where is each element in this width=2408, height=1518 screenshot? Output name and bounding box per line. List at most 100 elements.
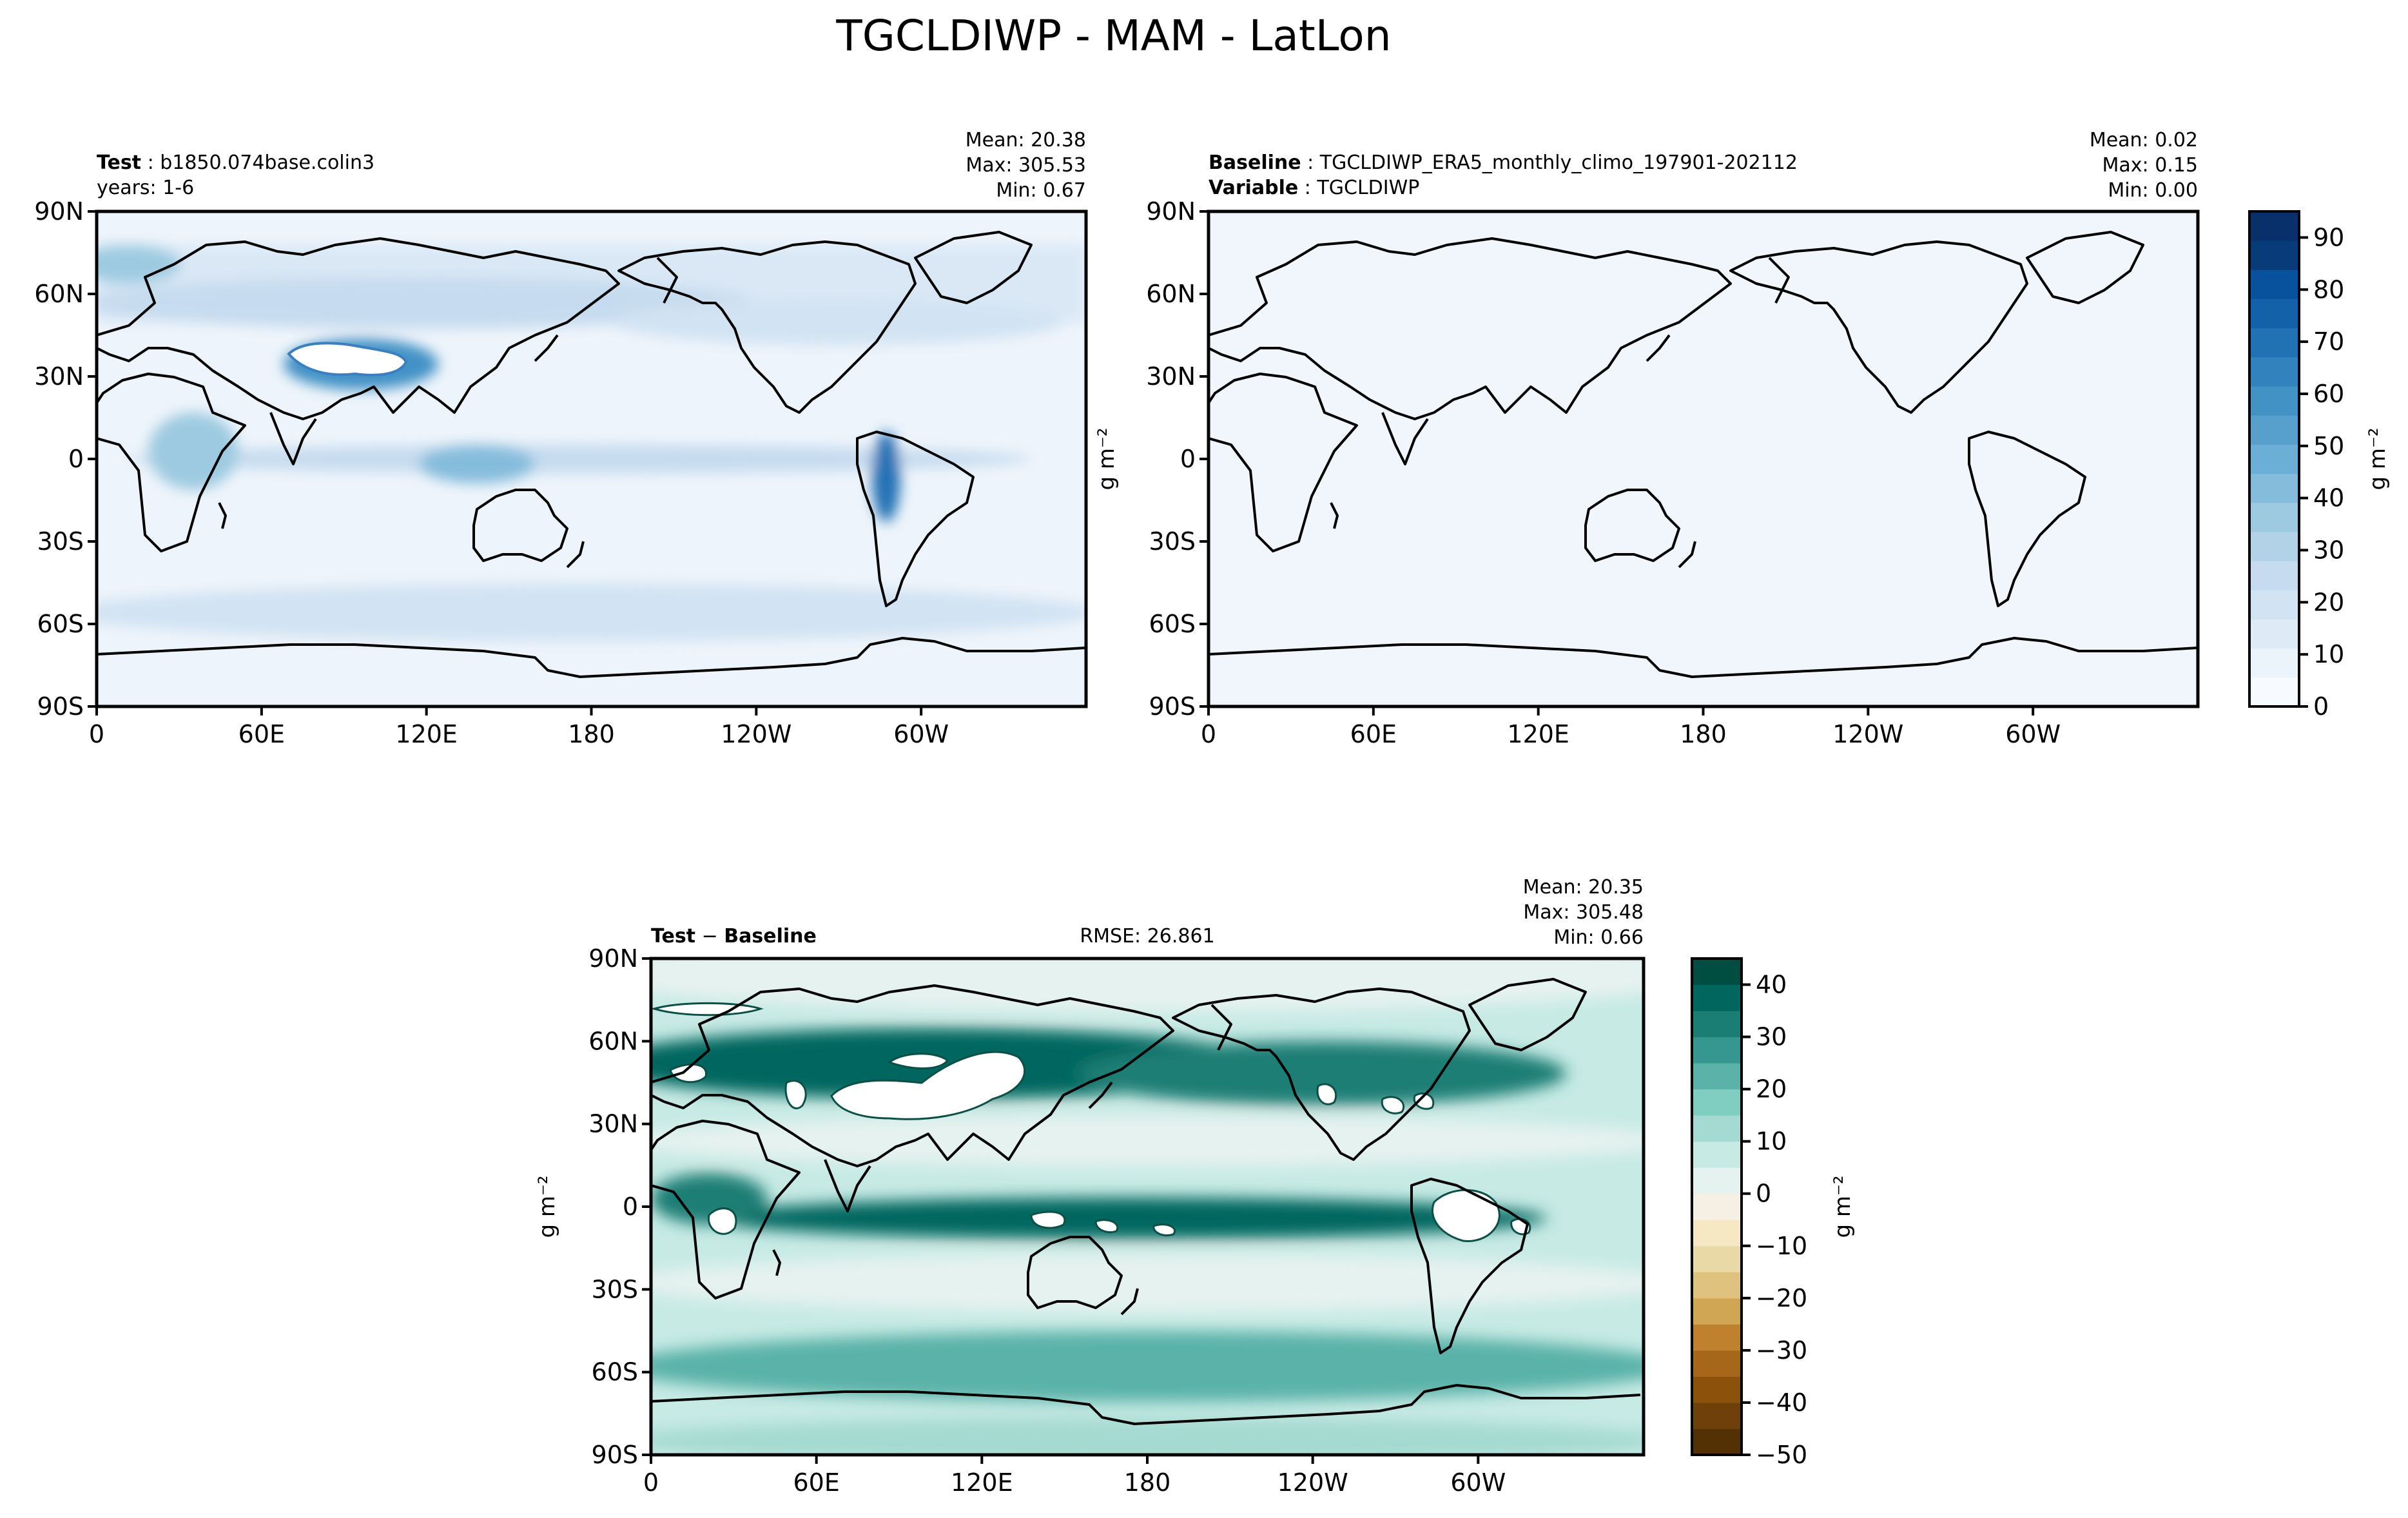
colorbar-brbg-tick-label: −50 — [1756, 1441, 1807, 1469]
diff-missing-regions — [651, 1002, 1531, 1242]
y-tick-label: 0 — [68, 445, 84, 473]
colorbar-brbg-tick-label: −40 — [1756, 1388, 1807, 1417]
coast-indian-subcontinent — [269, 412, 317, 465]
colorbar-blues-band — [2249, 531, 2299, 561]
x-tick-label: 0 — [1201, 720, 1216, 748]
diff-missing-pacific-2 — [1152, 1223, 1176, 1236]
baseline-header-line2: Variable : TGCLDIWP — [1209, 177, 1419, 199]
diff-stat-mean: Mean: 20.35 — [1523, 876, 1644, 899]
diff-antarctic — [651, 1418, 1644, 1455]
coast-south-america — [1410, 1178, 1529, 1354]
coast-greenland — [2026, 231, 2144, 304]
baseline-axis-ticks: 0 60E 120E 180 120W 60W 90N 60N 30N 0 30S 60S 90S — [1146, 197, 2061, 748]
colorbar-brbg-band — [1692, 1115, 1742, 1142]
diff-missing-tibet — [830, 1051, 1025, 1120]
coast-alaska — [1210, 1004, 1232, 1051]
test-stat-mean: Mean: 20.38 — [966, 129, 1086, 151]
colorbar-blues-label: g m⁻² — [2365, 427, 2391, 490]
colorbar-brbg-tick-label: 0 — [1756, 1180, 1771, 1208]
diff-ylabel: g m⁻² — [534, 1175, 560, 1238]
colorbar-brbg-band — [1692, 1350, 1742, 1377]
baseline-ylabel: g m⁻² — [1094, 427, 1120, 490]
coast-eurasia — [97, 237, 620, 420]
coast-madagascar — [772, 1249, 781, 1276]
y-tick-label: 0 — [1180, 445, 1196, 473]
test-africa-high — [148, 413, 238, 490]
colorbar-blues-band — [2249, 444, 2299, 474]
coast-greenland — [914, 231, 1033, 304]
y-tick-label: 0 — [623, 1192, 638, 1221]
coast-alaska — [1768, 257, 1790, 304]
colorbar-blues-tick-label: 30 — [2313, 536, 2344, 564]
x-tick-label: 120E — [1507, 720, 1569, 748]
x-tick-label: 60W — [1450, 1468, 1506, 1497]
x-tick-label: 180 — [1124, 1468, 1171, 1497]
x-tick-label: 120E — [951, 1468, 1013, 1497]
diff-missing-east-africa — [708, 1207, 737, 1235]
coast-indian-subcontinent — [824, 1159, 871, 1212]
coast-new-zealand — [1120, 1288, 1139, 1316]
test-label-value: b1850.074base.colin3 — [160, 151, 374, 174]
diff-coastlines — [651, 978, 1641, 1425]
diff-missing-rockies-1 — [1316, 1083, 1337, 1105]
colorbar-blues-tick-label: 50 — [2313, 432, 2344, 460]
diff-sh-subtropics — [651, 1254, 1644, 1312]
y-tick-label: 90S — [1149, 692, 1196, 721]
coast-australia — [1027, 1236, 1123, 1309]
colorbar-blues: 0 10 20 30 40 50 60 70 80 90 g m⁻² — [2248, 210, 2391, 721]
diff-label-test: Test — [651, 925, 695, 948]
colorbar-brbg-band — [1692, 1220, 1742, 1247]
coast-africa-europe — [97, 373, 246, 552]
y-tick-label: 30N — [1146, 362, 1196, 391]
diff-field — [651, 958, 1644, 1455]
test-north-atlantic-high — [97, 245, 180, 284]
coast-north-america — [617, 240, 917, 414]
coast-eurasia — [1209, 237, 1732, 420]
colorbar-brbg-band — [1692, 958, 1742, 986]
colorbar-blues-tick-label: 0 — [2313, 692, 2329, 721]
colorbar-brbg-band — [1692, 1272, 1742, 1299]
colorbar-brbg-band — [1692, 1324, 1742, 1351]
coast-south-america — [1968, 431, 2086, 607]
baseline-stat-max: Max: 0.15 — [2102, 154, 2198, 177]
test-band-sh-storm — [97, 583, 1086, 641]
colorbar-blues-band — [2249, 356, 2299, 387]
diff-missing-anatolia — [669, 1063, 707, 1084]
y-tick-label: 60S — [592, 1358, 638, 1387]
coast-antarctica — [1209, 637, 2198, 678]
colorbar-brbg-tick-label: 40 — [1756, 971, 1787, 999]
colorbar-blues-band — [2249, 327, 2299, 358]
diff-map-plot — [651, 958, 1644, 1455]
colorbar-blues-tick-label: 90 — [2313, 223, 2344, 251]
panel-baseline: Mean: 0.02 Max: 0.15 Min: 0.00 Baseline … — [1094, 129, 2200, 748]
colorbar-brbg-band — [1692, 1167, 1742, 1194]
variable-label-bold: Variable — [1209, 177, 1298, 199]
baseline-stat-min: Min: 0.00 — [2108, 179, 2198, 202]
x-tick-label: 120W — [1832, 720, 1903, 748]
test-band-nh-storm — [97, 277, 754, 329]
baseline-label-bold: Baseline — [1209, 151, 1301, 174]
colorbar-blues-ticks: 0 10 20 30 40 50 60 70 80 90 — [2299, 223, 2344, 721]
coast-greenland — [1468, 978, 1587, 1051]
panel-test: Mean: 20.38 Max: 305.53 Min: 0.67 Test :… — [34, 129, 1088, 748]
coast-madagascar — [218, 502, 227, 529]
x-tick-label: 60W — [893, 720, 949, 748]
diff-missing-rockies-2 — [1381, 1096, 1405, 1114]
colorbar-brbg-bands — [1692, 958, 1742, 1455]
figure-title: TGCLDIWP - MAM - LatLon — [835, 11, 1391, 61]
diff-africa-itcz — [651, 1173, 767, 1225]
colorbar-brbg-tick-label: −30 — [1756, 1336, 1807, 1365]
colorbar-brbg-ticks: 40 30 20 10 0 −10 −20 −30 −40 −50 — [1742, 971, 1807, 1469]
y-tick-label: 90N — [34, 197, 84, 226]
colorbar-brbg-band — [1692, 1298, 1742, 1325]
colorbar-blues-tick-label: 60 — [2313, 380, 2344, 408]
colorbar-blues-band — [2249, 386, 2299, 416]
colorbar-blues-tick-label: 80 — [2313, 275, 2344, 304]
y-tick-label: 60N — [588, 1027, 638, 1055]
colorbar-brbg-tick-label: −20 — [1756, 1284, 1807, 1312]
diff-itcz — [709, 1198, 1547, 1239]
baseline-label-sep: : — [1301, 151, 1320, 174]
baseline-stat-mean: Mean: 0.02 — [2090, 129, 2198, 151]
test-maritime-continent-high — [419, 445, 535, 483]
